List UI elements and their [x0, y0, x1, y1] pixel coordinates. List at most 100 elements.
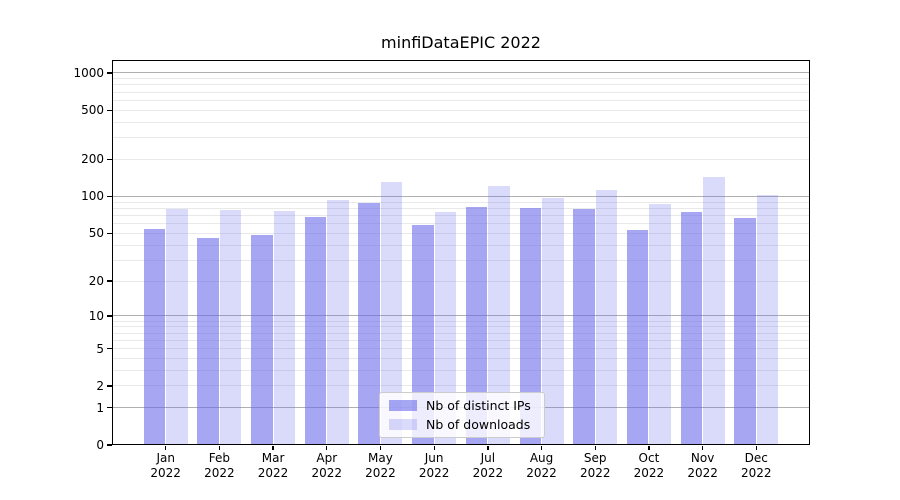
y-axis-tick-label: 50: [88, 226, 104, 241]
x-axis-tick-label: Oct 2022: [633, 451, 665, 480]
legend-item-downloads: Nb of downloads: [389, 417, 535, 432]
gridline-minor: [113, 201, 809, 203]
bar-downloads-oct: [649, 203, 671, 445]
x-axis-tick-label: Sep 2022: [579, 451, 611, 480]
gridline-minor: [113, 320, 809, 322]
x-axis-tick-label: May 2022: [365, 451, 396, 480]
bar-distinct-ips-jan: [143, 229, 166, 445]
bar-distinct-ips-may: [358, 202, 380, 445]
y-axis-tick-label: 200: [81, 152, 104, 167]
gridline-minor: [113, 137, 809, 139]
y-axis-tick-label: 10: [88, 308, 104, 323]
gridline-minor: [113, 357, 809, 359]
x-axis-tick-label: Jul 2022: [472, 451, 504, 480]
bar-downloads-dec: [756, 195, 779, 445]
legend-label-distinct-ips: Nb of distinct IPs: [426, 398, 531, 413]
bar-downloads-feb: [219, 210, 242, 445]
bar-distinct-ips-jul: [465, 207, 488, 445]
y-axis-tick-label: 1: [96, 400, 104, 415]
y-axis-tick: [107, 109, 112, 111]
y-axis-tick: [107, 385, 112, 387]
y-axis-tick-label: 0: [96, 438, 104, 452]
bar-downloads-apr: [327, 200, 349, 445]
y-axis-tick-label: 20: [88, 274, 104, 289]
x-axis-tick-label: Mar 2022: [257, 451, 289, 480]
x-axis-tick: [218, 445, 221, 450]
gridline-minor: [113, 223, 809, 225]
x-axis-tick: [272, 445, 274, 450]
y-axis-tick: [107, 315, 112, 317]
x-axis-tick-label: Dec 2022: [741, 451, 772, 480]
y-axis-tick: [107, 158, 112, 161]
gridline-major: [113, 315, 809, 317]
y-axis-tick-label: 2: [96, 378, 104, 393]
bar-distinct-ips-jun: [412, 225, 434, 445]
bar-distinct-ips-oct: [626, 230, 649, 445]
gridline-minor: [113, 369, 809, 371]
y-axis-tick: [107, 232, 112, 234]
y-axis-tick: [107, 195, 112, 198]
bar-downloads-nov: [703, 177, 725, 445]
chart-title: minfiDataEPIC 2022: [381, 33, 541, 52]
legend-swatch-distinct-ips: [389, 400, 417, 411]
gridline-minor: [113, 339, 809, 341]
legend: Nb of distinct IPs Nb of downloads: [379, 392, 545, 438]
legend-item-distinct-ips: Nb of distinct IPs: [389, 398, 535, 413]
legend-label-downloads: Nb of downloads: [426, 417, 531, 432]
gridline-minor: [113, 385, 809, 387]
gridline-minor: [113, 91, 809, 93]
x-axis-tick: [487, 445, 489, 450]
bar-downloads-aug: [542, 197, 564, 445]
bar-downloads-jul: [488, 186, 510, 445]
y-axis-tick: [107, 407, 112, 409]
bar-distinct-ips-sep: [573, 209, 595, 445]
x-axis-tick: [648, 445, 650, 450]
gridline-minor: [113, 214, 809, 216]
x-axis-tick: [540, 445, 543, 450]
x-axis-tick-label: Nov 2022: [687, 451, 718, 480]
x-axis-tick: [326, 445, 328, 450]
x-axis-tick-label: Apr 2022: [311, 451, 343, 480]
bar-distinct-ips-aug: [519, 208, 542, 445]
gridline-minor: [113, 326, 809, 328]
y-axis-tick: [107, 280, 112, 282]
gridline-minor: [113, 259, 809, 261]
bar-distinct-ips-apr: [304, 216, 327, 445]
x-axis-tick: [379, 445, 382, 450]
bar-downloads-sep: [595, 190, 618, 445]
gridline-minor: [113, 84, 809, 86]
y-axis-tick: [107, 444, 112, 446]
x-axis-tick: [702, 445, 704, 450]
gridline-minor: [113, 332, 809, 334]
gridline-minor: [113, 207, 809, 209]
bar-distinct-ips-nov: [680, 211, 703, 445]
gridline-minor: [113, 232, 809, 234]
y-axis-tick: [107, 72, 112, 74]
x-axis-tick: [755, 445, 757, 450]
bar-distinct-ips-feb: [197, 237, 219, 445]
bar-downloads-jan: [166, 209, 188, 445]
gridline-minor: [113, 121, 809, 123]
gridline-minor: [113, 244, 809, 246]
x-axis-tick-label: Jan 2022: [150, 451, 181, 480]
x-axis-tick: [165, 445, 167, 450]
gridline-minor: [113, 109, 809, 111]
x-axis-tick-label: Jun 2022: [418, 451, 450, 480]
bar-distinct-ips-mar: [251, 235, 273, 445]
gridline-minor: [113, 99, 809, 101]
bar-downloads-may: [380, 181, 403, 445]
x-axis-tick: [594, 445, 596, 450]
bar-downloads-mar: [273, 211, 296, 445]
bar-downloads-jun: [434, 212, 457, 445]
y-axis-tick-label: 100: [81, 189, 104, 204]
y-axis-tick-label: 5: [96, 341, 104, 356]
y-axis-tick: [107, 347, 112, 350]
gridline-minor: [113, 348, 809, 349]
gridline-minor: [113, 158, 809, 160]
legend-swatch-downloads: [389, 419, 417, 430]
bar-distinct-ips-dec: [734, 217, 756, 445]
y-axis-tick-label: 500: [81, 103, 104, 118]
gridline-minor: [113, 78, 809, 80]
x-axis-tick: [433, 445, 435, 450]
